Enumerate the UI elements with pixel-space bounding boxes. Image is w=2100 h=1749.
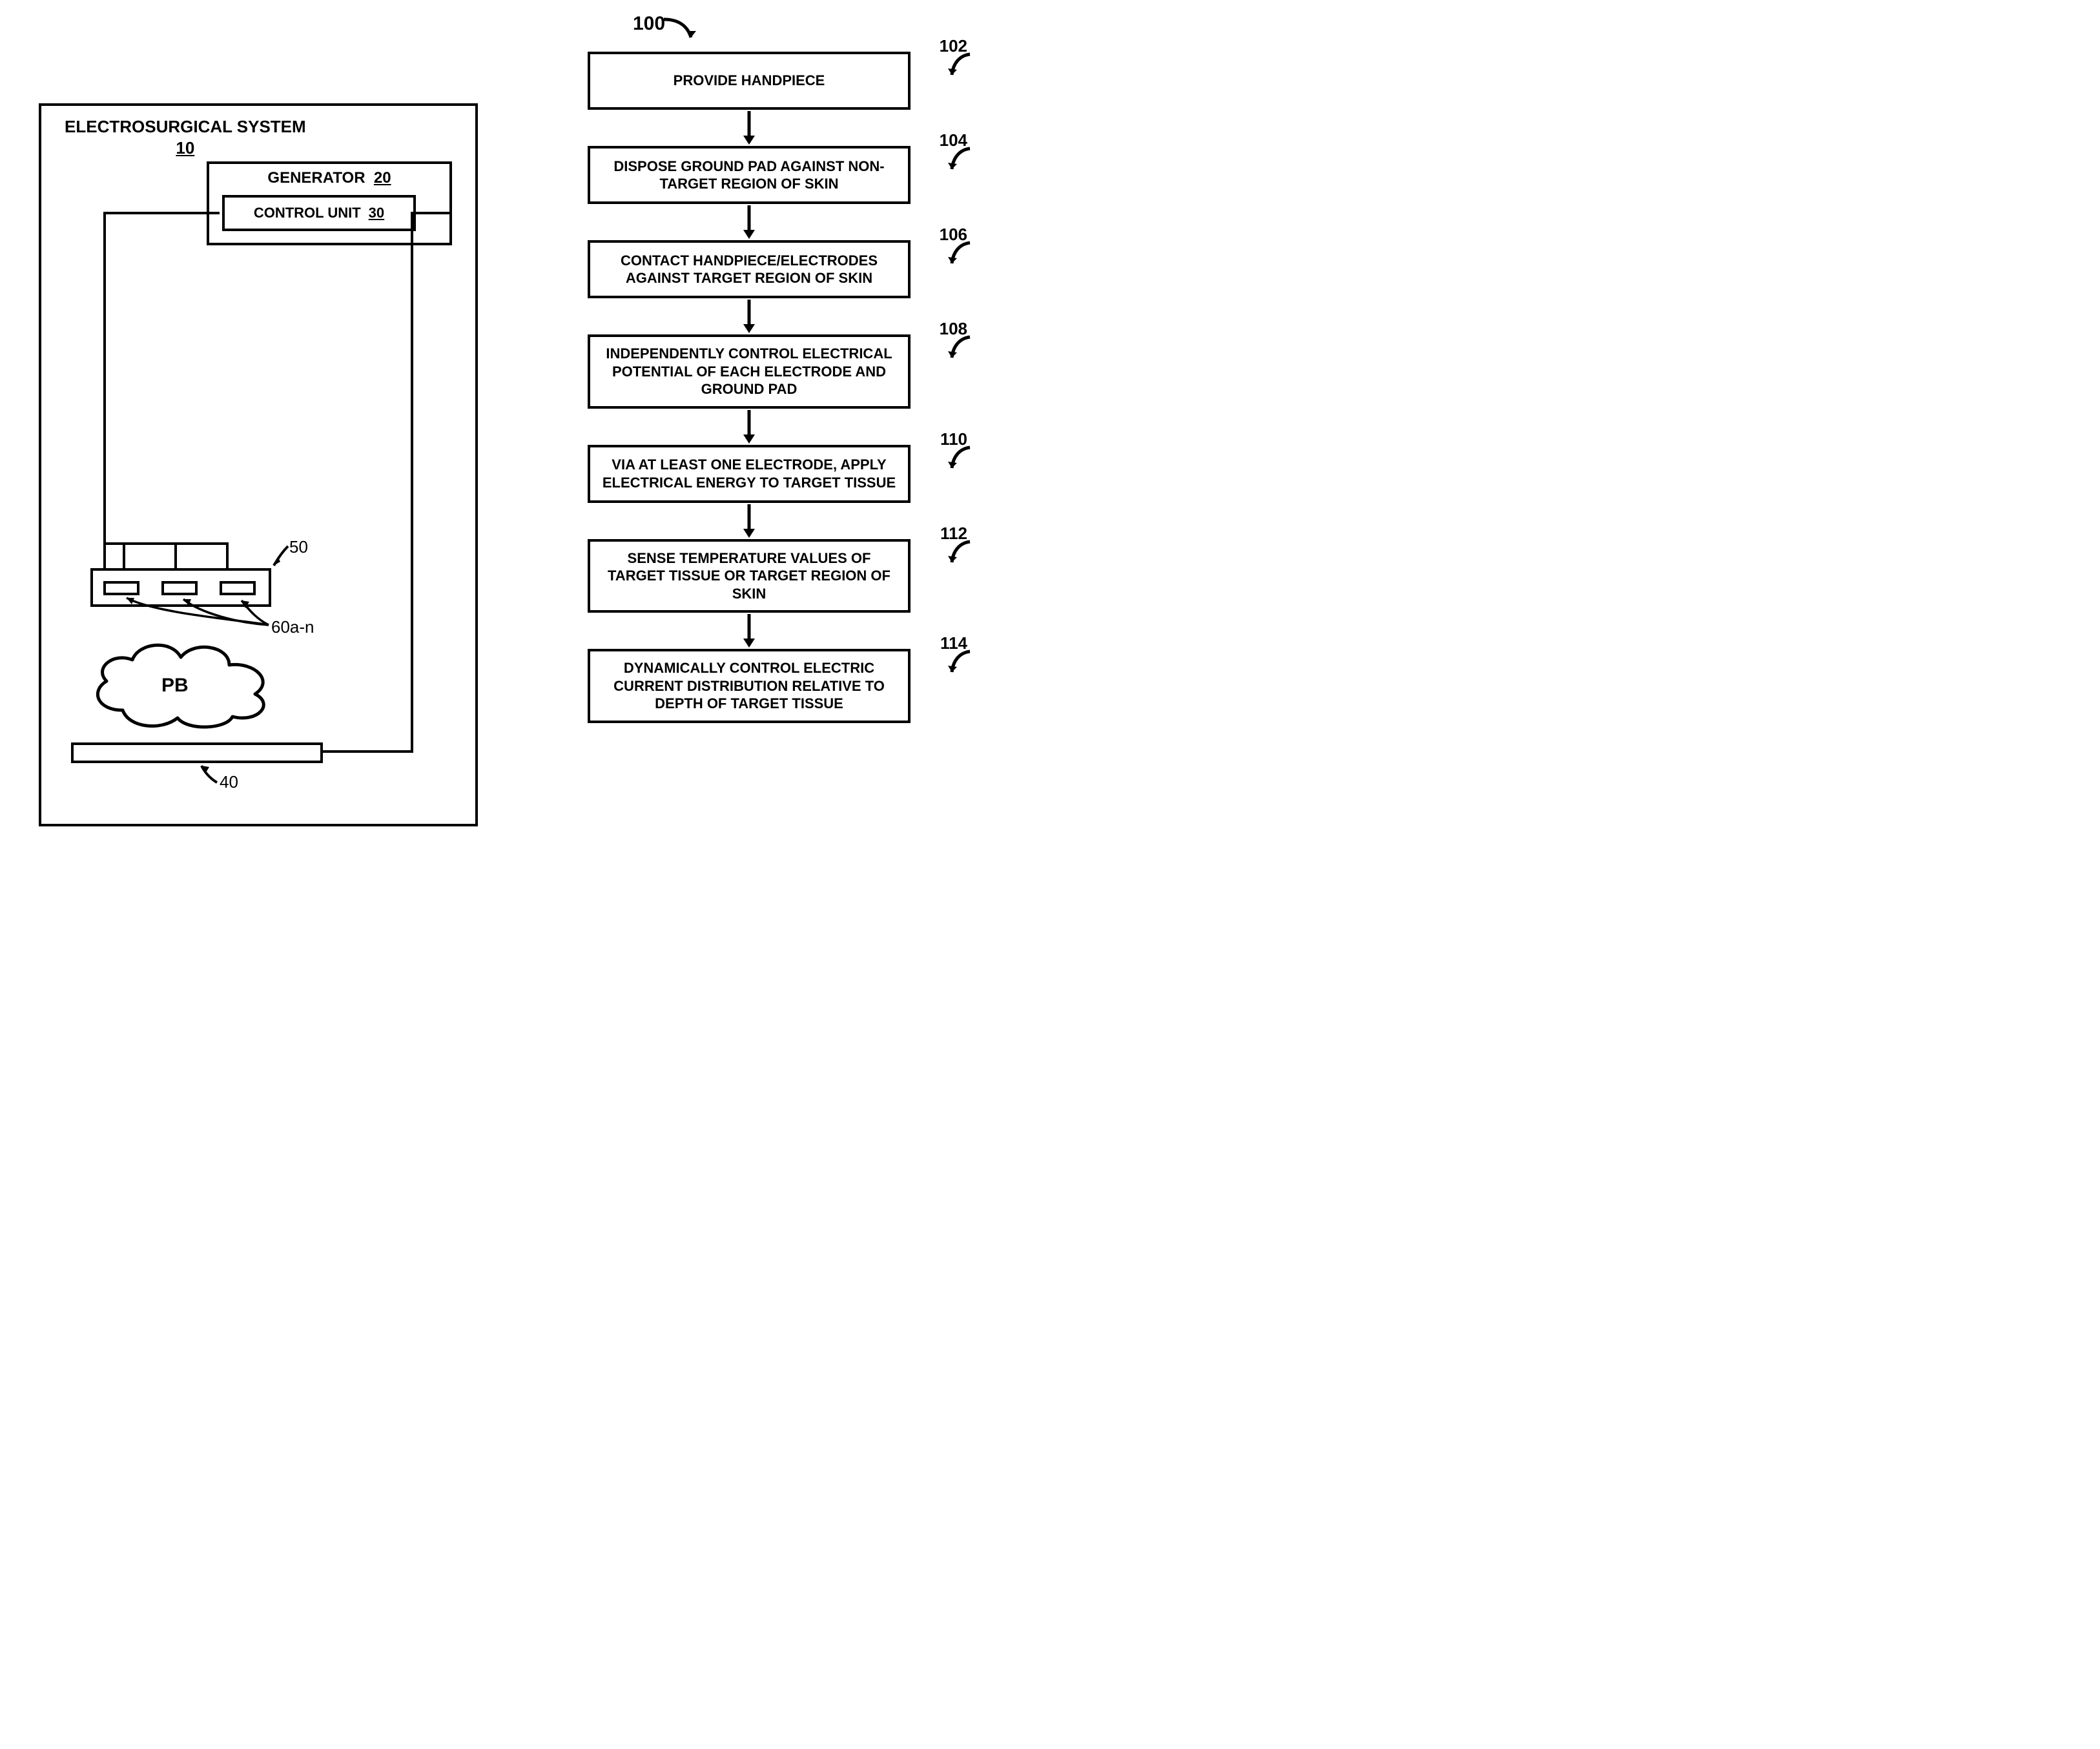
flowchart-step: SENSE TEMPERATURE VALUES OF TARGET TISSU… [542,539,956,613]
flow-arrow-down-icon [739,298,759,334]
flowchart-step: INDEPENDENTLY CONTROL ELECTRICAL POTENTI… [542,334,956,409]
wire [103,212,106,571]
flowchart-step-box: INDEPENDENTLY CONTROL ELECTRICAL POTENTI… [588,334,911,409]
wire [174,542,177,571]
hook-arrow-icon [948,334,980,367]
wire [411,212,413,753]
wire [123,542,125,571]
electrode [220,581,256,595]
control-unit-frame: CONTROL UNIT 30 [222,195,416,231]
generator-title-text: GENERATOR [267,169,365,187]
hook-arrow-icon [948,146,980,178]
electrodes-ref: 60a-n [271,617,314,637]
wire [103,212,220,214]
flowchart: 100 PROVIDE HANDPIECE102DISPOSE GROUND P… [542,26,956,723]
wire [226,542,229,571]
system-title-text: ELECTROSURGICAL SYSTEM [65,117,306,136]
flow-arrow-down-icon [739,409,759,445]
generator-title: GENERATOR 20 [267,169,391,187]
hook-arrow-icon [948,52,980,84]
flow-arrow-down-icon [739,613,759,649]
wire [320,750,413,753]
flowchart-step-box: DYNAMICALLY CONTROL ELECTRIC CURRENT DIS… [588,649,911,723]
generator-frame: GENERATOR 20 CONTROL UNIT 30 [207,161,452,245]
wire [103,542,229,545]
hook-arrow-icon [948,240,980,272]
system-ref: 10 [65,138,306,159]
handpiece-ref: 50 [289,537,308,557]
block-diagram: ELECTROSURGICAL SYSTEM 10 GENERATOR 20 C… [26,103,491,852]
patient-body-label: PB [161,675,189,697]
hook-arrow-icon [661,15,706,41]
flowchart-step-box: PROVIDE HANDPIECE [588,52,911,110]
system-title: ELECTROSURGICAL SYSTEM 10 [65,116,306,158]
ground-pad [71,742,323,763]
flow-arrow-down-icon [739,503,759,539]
flowchart-step-box: CONTACT HANDPIECE/ELECTRODES AGAINST TAR… [588,240,911,298]
flowchart-step: DYNAMICALLY CONTROL ELECTRIC CURRENT DIS… [542,649,956,723]
groundpad-ref: 40 [220,772,238,792]
flowchart-ref: 100 [633,13,665,35]
control-unit-title: CONTROL UNIT [254,205,361,221]
flowchart-step: CONTACT HANDPIECE/ELECTRODES AGAINST TAR… [542,240,956,298]
wire [411,212,452,214]
flowchart-step-box: SENSE TEMPERATURE VALUES OF TARGET TISSU… [588,539,911,613]
flowchart-step-box: VIA AT LEAST ONE ELECTRODE, APPLY ELECTR… [588,445,911,503]
hook-arrow-icon [948,539,980,571]
flow-arrow-down-icon [739,204,759,240]
hook-arrow-icon [948,649,980,681]
flow-arrow-down-icon [739,110,759,146]
generator-ref: 20 [374,169,391,187]
electrode [103,581,139,595]
flowchart-ref-text: 100 [633,13,665,34]
flowchart-step-box: DISPOSE GROUND PAD AGAINST NON-TARGET RE… [588,146,911,204]
page: ELECTROSURGICAL SYSTEM 10 GENERATOR 20 C… [26,26,2074,852]
hook-arrow-icon [948,445,980,477]
flowchart-step: DISPOSE GROUND PAD AGAINST NON-TARGET RE… [542,146,956,204]
flowchart-step: VIA AT LEAST ONE ELECTRODE, APPLY ELECTR… [542,445,956,503]
electrode [161,581,198,595]
control-unit-ref: 30 [369,205,384,221]
flowchart-step: PROVIDE HANDPIECE102 [542,52,956,110]
